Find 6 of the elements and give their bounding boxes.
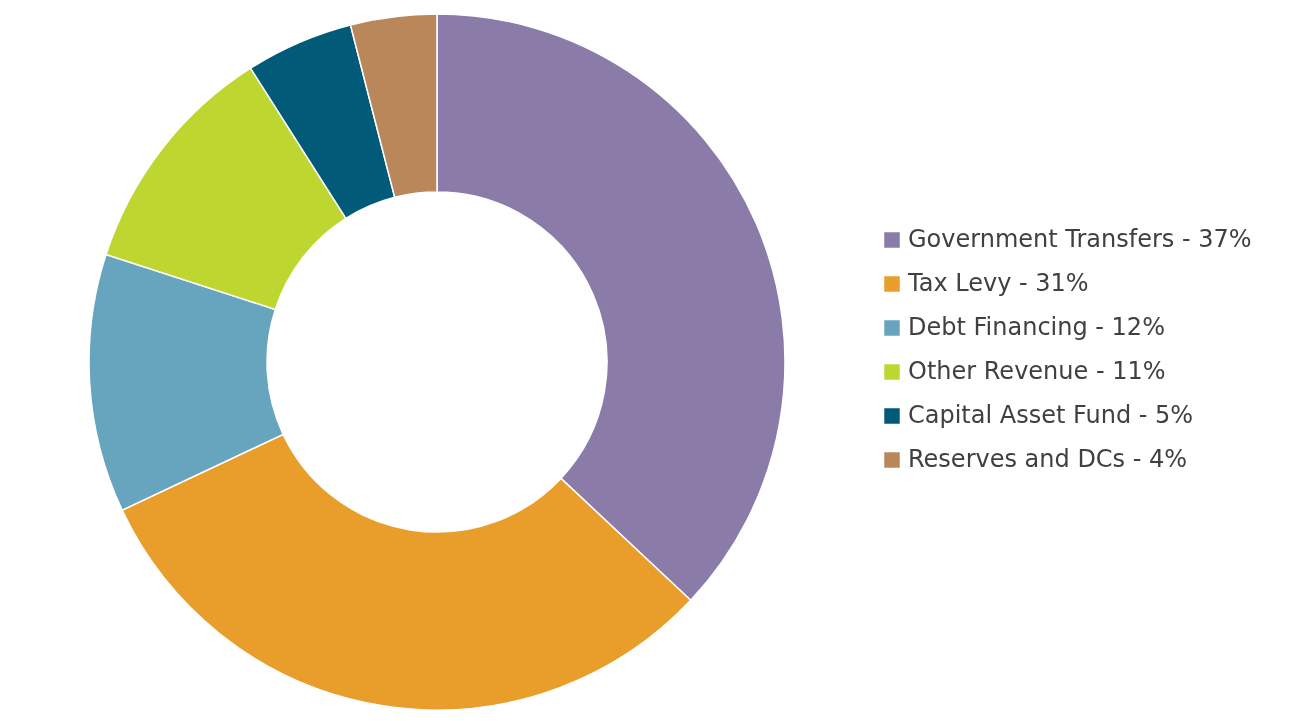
legend-label: Reserves and DCs - 4% — [908, 445, 1188, 473]
legend-label: Debt Financing - 12% — [908, 313, 1165, 341]
legend-label: Tax Levy - 31% — [907, 269, 1089, 297]
legend-label: Other Revenue - 11% — [908, 357, 1166, 385]
legend-label: Government Transfers - 37% — [908, 225, 1252, 253]
legend-label: Capital Asset Fund - 5% — [908, 401, 1194, 429]
